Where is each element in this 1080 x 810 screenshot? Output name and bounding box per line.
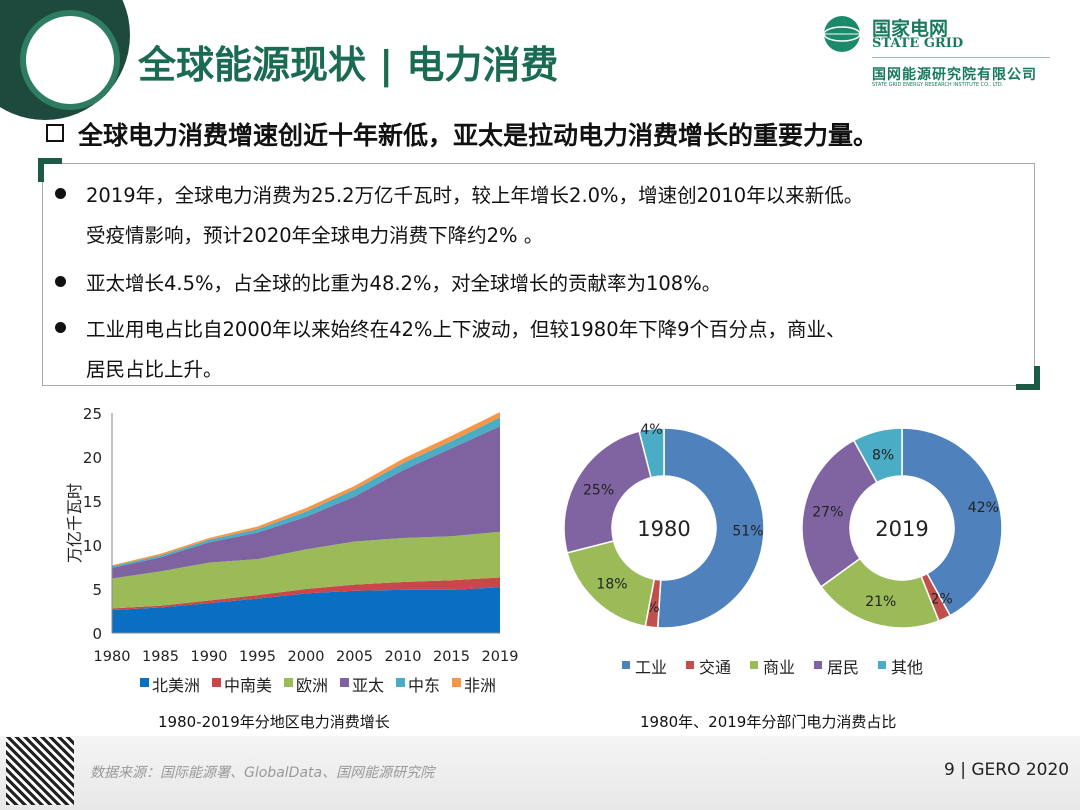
legend-label: 非洲 — [464, 676, 496, 695]
donut-charts: 51%2%18%25%4%198042%2%21%27%8%2019工业交通商业… — [563, 422, 1003, 677]
legend-swatch — [140, 678, 149, 687]
y-tick-label: 20 — [83, 449, 102, 467]
donut-data-label: 18% — [596, 576, 627, 592]
donut-data-label: 27% — [812, 504, 843, 520]
bullet-dot-icon — [55, 188, 66, 199]
bullet-item: 2019年，全球电力消费为25.2万亿千瓦时，较上年增长2.0%，增速创2010… — [55, 176, 863, 256]
donut-data-label: 42% — [968, 500, 999, 516]
y-axis-label: 万亿千瓦时 — [65, 483, 84, 563]
legend-swatch — [284, 678, 293, 687]
legend-label: 交通 — [699, 658, 731, 677]
legend-swatch — [396, 678, 405, 687]
corner-bracket — [38, 158, 62, 182]
bullet-box: 2019年，全球电力消费为25.2万亿千瓦时，较上年增长2.0%，增速创2010… — [42, 163, 1035, 386]
bullet-line: 居民占比上升。 — [86, 358, 223, 381]
y-tick-label: 5 — [92, 581, 102, 599]
logo-org-cn: 国网能源研究院有限公司 — [872, 67, 1037, 83]
x-tick-label: 2015 — [433, 649, 470, 665]
donut-slice-其他 — [852, 427, 903, 484]
legend-swatch — [452, 678, 461, 687]
legend-swatch — [212, 678, 221, 687]
bullet-line: 受疫情影响，预计2020年全球电力消费下降约2% 。 — [86, 224, 544, 247]
bullet-line: 2019年，全球电力消费为25.2万亿千瓦时，较上年增长2.0%，增速创2010… — [86, 184, 864, 207]
bullet-dot-icon — [55, 276, 66, 287]
legend-label: 亚太 — [352, 676, 384, 695]
area-series-亚太 — [112, 426, 500, 579]
legend-swatch — [750, 661, 758, 669]
globe-logo-icon — [823, 16, 861, 52]
donut-slice-居民 — [801, 439, 878, 588]
y-tick-label: 0 — [92, 625, 102, 643]
corner-bracket — [1016, 366, 1040, 390]
legend-label: 北美洲 — [152, 676, 200, 695]
legend-swatch — [686, 661, 694, 669]
decorative-ring — [20, 10, 120, 110]
legend-swatch — [622, 661, 630, 669]
donut-data-label: 51% — [732, 524, 763, 540]
donut-data-label: 8% — [872, 447, 894, 463]
area-series-北美洲 — [112, 587, 500, 633]
x-tick-label: 2005 — [336, 649, 373, 665]
qr-code — [6, 737, 74, 805]
data-source: 数据来源：国际能源署、GlobalData、国网能源研究院 — [90, 765, 435, 781]
donut-slice-工业 — [656, 427, 765, 629]
legend-label: 居民 — [827, 658, 859, 677]
area-chart-caption: 1980-2019年分地区电力消费增长 — [158, 713, 390, 731]
x-tick-label: 1985 — [142, 649, 179, 665]
donut-data-label: 4% — [640, 422, 662, 438]
legend-label: 商业 — [763, 658, 795, 677]
bullet-dot-icon — [55, 322, 66, 333]
donut-slice-居民 — [563, 430, 652, 554]
x-tick-label: 2010 — [385, 649, 422, 665]
donut-slice-其他 — [638, 427, 665, 479]
bullet-item: 工业用电占比自2000年以来始终在42%上下波动，但较1980年下降9个百分点，… — [55, 310, 846, 390]
footer-bar — [0, 736, 1080, 810]
y-tick-label: 25 — [83, 405, 102, 423]
square-bullet-icon — [46, 124, 64, 142]
donut-center-label: 1980 — [637, 517, 690, 541]
legend-label: 中南美 — [224, 676, 272, 695]
page-title: 全球能源现状 | 电力消费 — [138, 43, 559, 87]
logo-cn: 国家电网 — [872, 18, 949, 40]
legend-label: 中东 — [408, 676, 440, 695]
legend-swatch — [340, 678, 349, 687]
legend-label: 工业 — [635, 658, 667, 677]
x-tick-label: 1990 — [191, 649, 228, 665]
donut-slice-工业 — [901, 427, 1003, 617]
page-number: 9 | GERO 2020 — [944, 760, 1070, 780]
donut-data-label: 21% — [865, 594, 896, 610]
legend-swatch — [814, 661, 822, 669]
subtitle-text: 全球电力消费增速创近十年新低，亚太是拉动电力消费增长的重要力量。 — [78, 121, 879, 150]
donut-data-label: 2% — [930, 591, 952, 607]
legend-swatch — [878, 661, 886, 669]
legend-label: 欧洲 — [296, 676, 328, 695]
bullet-line: 工业用电占比自2000年以来始终在42%上下波动，但较1980年下降9个百分点，… — [86, 318, 846, 341]
bullet-item: 亚太增长4.5%，占全球的比重为48.2%，对全球增长的贡献率为108%。 — [55, 264, 721, 304]
x-tick-label: 2000 — [288, 649, 325, 665]
logo-org-en: STATE GRID ENERGY RESEARCH INSTITUTE CO.… — [872, 82, 1004, 88]
legend-label: 其他 — [891, 658, 923, 677]
y-tick-label: 15 — [83, 493, 102, 511]
logo-en: STATE GRID — [872, 36, 964, 51]
donut-center-label: 2019 — [875, 517, 928, 541]
donut-data-label: 25% — [583, 482, 614, 498]
logo-divider — [872, 57, 1050, 58]
area-chart: 0 5 10 15 20 25 1980 1985 1990 1995 2000 2005 2010 20… — [65, 405, 519, 695]
x-tick-label: 2019 — [482, 649, 519, 665]
bullet-line: 亚太增长4.5%，占全球的比重为48.2%，对全球增长的贡献率为108%。 — [86, 272, 722, 295]
area-series-中南美 — [112, 577, 500, 611]
x-tick-label: 1980 — [94, 649, 131, 665]
area-series-欧洲 — [112, 531, 500, 609]
section-subtitle: 全球电力消费增速创近十年新低，亚太是拉动电力消费增长的重要力量。 — [46, 116, 878, 152]
y-tick-label: 10 — [83, 537, 102, 555]
donut-chart-caption: 1980年、2019年分部门电力消费占比 — [640, 713, 897, 731]
x-tick-label: 1995 — [239, 649, 276, 665]
